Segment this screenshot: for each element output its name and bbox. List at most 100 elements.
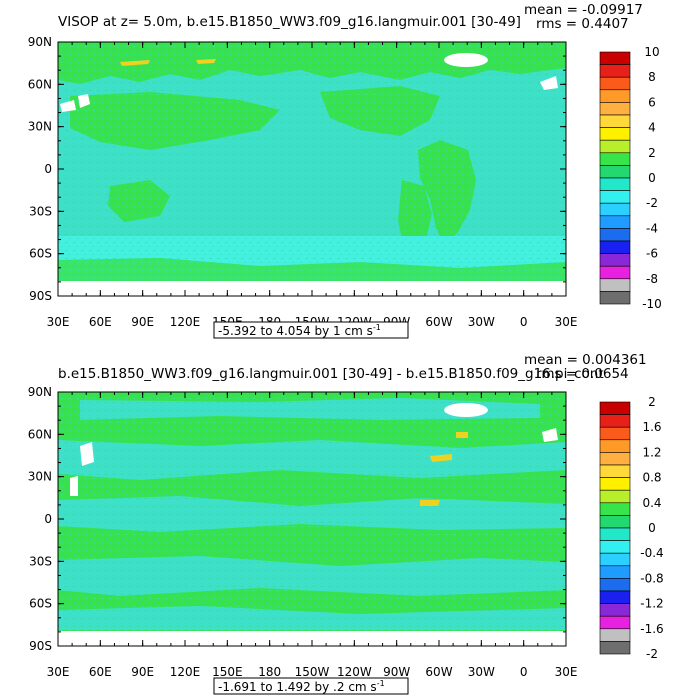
bottom-colorbar-swatch (599, 477, 631, 491)
top-colorbar-swatch (599, 202, 631, 217)
bottom-lon-label: 90E (131, 665, 154, 679)
top-lon-label: 60W (425, 315, 452, 329)
top-colorbar-swatch (599, 278, 631, 292)
bottom-colorbar-label: 0 (648, 521, 656, 535)
bottom-map-hotspot-3 (456, 432, 468, 438)
top-colorbar-label: 10 (644, 45, 659, 59)
bottom-map-texture (58, 392, 566, 631)
top-lon-label: 0 (520, 315, 528, 329)
top-colorbar-swatch (599, 291, 631, 305)
top-lat-label: 90N (28, 35, 52, 49)
top-colorbar-swatch (599, 165, 631, 179)
top-range-box: -5.392 to 4.054 by 1 cm s-1 (213, 321, 409, 339)
top-map-hotspot (120, 60, 150, 66)
bottom-range-box-frame (213, 677, 409, 695)
top-colorbar-swatch (599, 64, 631, 78)
bottom-map-ice-patch-west (80, 442, 94, 466)
top-colorbar-swatch (599, 114, 631, 128)
bottom-range-exponent: -1 (377, 679, 385, 688)
bottom-lon-label: 0 (520, 665, 528, 679)
top-colorbar-swatch (599, 152, 631, 166)
bottom-map-hotspot-1 (430, 454, 452, 462)
bottom-lon-axis: 30E 60E 90E 120E 150E 180 150W 120W 90W 60W 30W 0 30… (47, 392, 578, 679)
bottom-lon-label: 120W (337, 665, 372, 679)
top-colorbar-label: 0 (648, 171, 656, 185)
bottom-colorbar-swatch (599, 426, 631, 441)
bottom-colorbar-swatch (599, 540, 631, 554)
bottom-colorbar-label: 1.2 (642, 445, 661, 459)
top-map (57, 41, 567, 297)
bottom-lat-label: 60N (28, 427, 52, 441)
bottom-colorbar-label: 0.4 (642, 496, 661, 510)
top-lon-label: 120E (170, 315, 201, 329)
top-lon-label: 30W (468, 315, 495, 329)
top-colorbar-label: -2 (646, 196, 658, 210)
top-panel-title: VISOP at z= 5.0m, b.e15.B1850_WW3.f09_g1… (58, 14, 521, 30)
top-range-box-frame (213, 321, 409, 339)
top-lat-label: 30N (28, 120, 52, 134)
bottom-colorbar-swatch (599, 527, 631, 541)
bottom-colorbar-swatch (599, 452, 631, 466)
top-colorbar-swatch (599, 215, 631, 229)
top-colorbar-swatch (599, 102, 631, 116)
top-range-exponent: -1 (373, 323, 381, 332)
top-map-ice-patch-east (540, 76, 558, 90)
top-colorbar-label: -4 (646, 221, 658, 235)
bottom-colorbar-swatch (599, 615, 631, 630)
top-map-hotspot-2 (196, 59, 216, 64)
bottom-lon-label: 60W (425, 665, 452, 679)
bottom-rms-stat: rms = 0.0654 (536, 366, 629, 382)
bottom-lon-label: 30E (555, 665, 578, 679)
top-map-greenland-ice (444, 53, 488, 67)
top-lon-label: 30E (555, 315, 578, 329)
top-lon-label: 60E (89, 315, 112, 329)
bottom-colorbar-swatch (599, 464, 631, 478)
bottom-colorbar-swatch (599, 401, 631, 415)
bottom-colorbar-label: 0.8 (642, 471, 661, 485)
top-colorbar-label: -6 (646, 247, 658, 261)
top-colorbar: 10 8 6 4 2 0 -2 -4 -6 -8 -10 (599, 45, 662, 311)
top-lat-label: 90S (29, 289, 52, 303)
bottom-lat-label: 30N (28, 470, 52, 484)
bottom-colorbar-swatch (599, 502, 631, 516)
bottom-colorbar-swatch (599, 603, 631, 617)
top-colorbar-swatch (599, 89, 631, 103)
bottom-panel: b.e15.B1850_WW3.f09_g16.langmuir.001 [30… (28, 352, 664, 695)
bottom-lon-label: 150E (212, 665, 243, 679)
top-map-ice-patch-west (60, 100, 76, 112)
bottom-map (57, 391, 567, 647)
top-colorbar-label: -8 (646, 272, 658, 286)
top-lon-label: 90E (131, 315, 154, 329)
top-map-ice-patch-west-2 (78, 94, 90, 108)
bottom-lat-label: 30S (29, 554, 52, 568)
bottom-colorbar-swatch (599, 590, 631, 604)
bottom-map-hotspot-2 (420, 500, 440, 506)
bottom-lon-label: 150W (295, 665, 330, 679)
top-colorbar-label: -10 (642, 297, 662, 311)
bottom-colorbar-swatch (599, 552, 631, 567)
bottom-colorbar-swatch (599, 515, 631, 529)
bottom-map-greenland-ice (444, 403, 488, 417)
top-mean-stat: mean = -0.09917 (524, 2, 643, 18)
top-colorbar-label: 8 (648, 70, 656, 84)
bottom-colorbar-label: 2 (648, 395, 656, 409)
bottom-lat-label: 90N (28, 385, 52, 399)
top-lat-axis: 90N 60N 30N 0 30S 60S 90S (28, 35, 566, 303)
bottom-lat-label: 0 (44, 512, 52, 526)
top-range-label: -5.392 to 4.054 by 1 cm s-1 (218, 323, 381, 338)
top-colorbar-swatch (599, 139, 631, 154)
top-colorbar-label: 4 (648, 121, 656, 135)
top-colorbar-swatch (599, 228, 631, 242)
top-lon-label: 30E (47, 315, 70, 329)
top-lat-label: 60S (29, 247, 52, 261)
bottom-lat-label: 60S (29, 597, 52, 611)
bottom-colorbar-label: -0.4 (640, 546, 663, 560)
top-colorbar-swatch (599, 190, 631, 204)
bottom-colorbar: 2 1.6 1.2 0.8 0.4 0 -0.4 -0.8 -1.2 -1.6 -2 (599, 395, 664, 661)
bottom-colorbar-label: -1.6 (640, 622, 663, 636)
top-rms-stat: rms = 0.4407 (536, 16, 629, 32)
top-lat-label: 60N (28, 77, 52, 91)
bottom-lon-label: 90W (383, 665, 410, 679)
bottom-colorbar-swatch (599, 565, 631, 579)
